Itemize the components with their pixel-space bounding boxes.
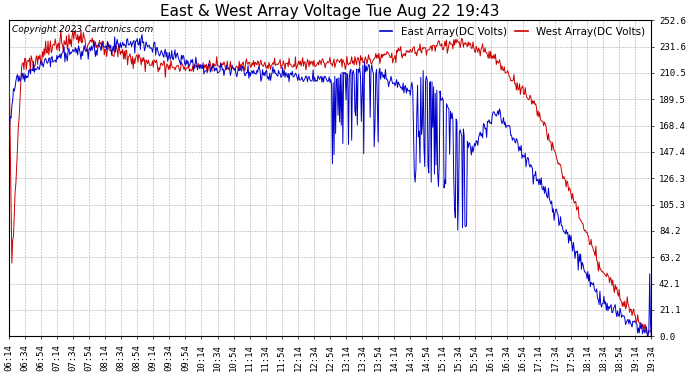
Text: Copyright 2023 Cartronics.com: Copyright 2023 Cartronics.com [12, 25, 153, 34]
Title: East & West Array Voltage Tue Aug 22 19:43: East & West Array Voltage Tue Aug 22 19:… [160, 4, 500, 19]
Legend: East Array(DC Volts), West Array(DC Volts): East Array(DC Volts), West Array(DC Volt… [376, 22, 649, 41]
